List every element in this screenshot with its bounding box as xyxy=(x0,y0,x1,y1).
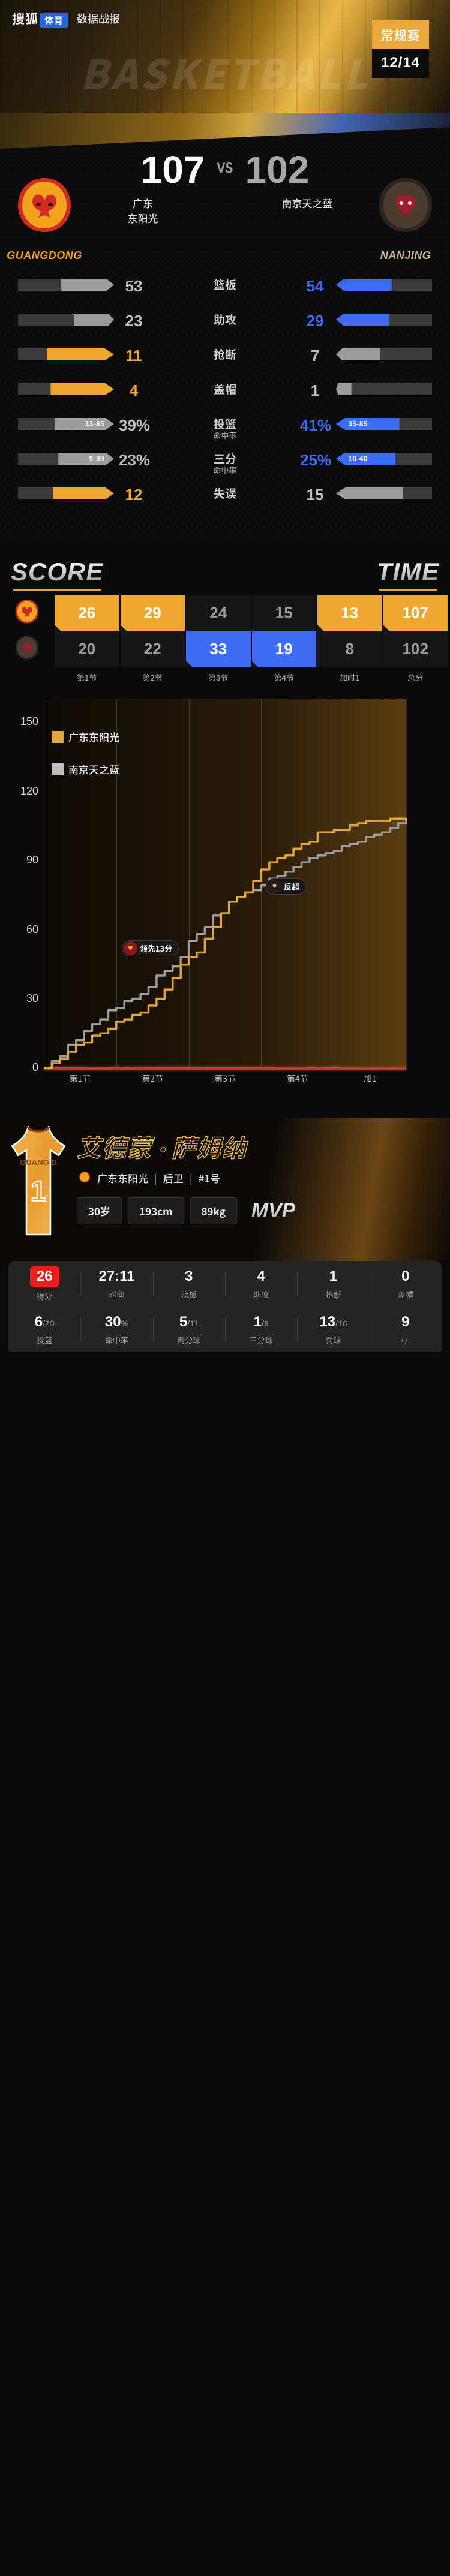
svg-text:GUANG D: GUANG D xyxy=(20,1158,56,1167)
svg-text:1: 1 xyxy=(31,1176,47,1208)
